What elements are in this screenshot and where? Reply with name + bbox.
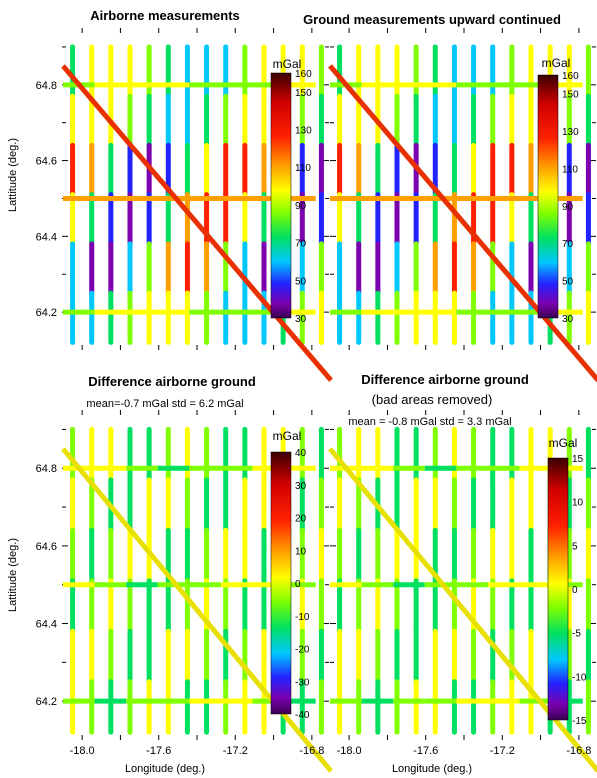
colorbar-tick-label: 30: [562, 314, 574, 325]
colorbar-tick-label: 0: [572, 585, 578, 596]
panel-title-difference: Difference airborne ground: [88, 374, 256, 389]
colorbar-unit-label: mGal: [542, 56, 571, 70]
colorbar-tick-label: 90: [562, 202, 574, 213]
colorbar-tick-label: 160: [295, 69, 312, 80]
colorbar-tick-label: 70: [295, 239, 307, 250]
x-axis-label-left: Longitude (deg.): [125, 763, 205, 775]
y-tick-label: 64.6: [36, 156, 57, 168]
colorbar-difference: mGal 40 30 20 10 0 -10 -20 -30 -40: [270, 429, 310, 721]
colorbar-gradient: [547, 457, 569, 721]
colorbar-tick-label: -30: [295, 677, 310, 688]
colorbar-gradient: [537, 74, 559, 319]
colorbar-tick-label: -10: [295, 612, 310, 623]
diagonal-flight-track: [61, 447, 333, 773]
panel-stats-difference-filtered: mean = -0.8 mGal std = 3.3 mGal: [348, 416, 511, 428]
y-tick-label: 64.2: [36, 696, 57, 708]
colorbar-tick-label: -5: [572, 629, 581, 640]
colorbar-gradient: [270, 72, 292, 319]
colorbar-tick-label: 150: [295, 88, 312, 99]
colorbar-tick-label: -15: [572, 716, 587, 727]
x-tick-label: -17.2: [490, 745, 515, 757]
colorbar-tick-label: 160: [562, 71, 579, 82]
colorbar-tick-label: 90: [295, 201, 307, 212]
colorbar-tick-label: 110: [295, 163, 311, 174]
colorbar-tick-label: 30: [295, 481, 307, 492]
x-tick-label: -18.0: [70, 745, 95, 757]
x-axis-label-right: Longitude (deg.): [392, 763, 472, 775]
colorbar-tick-label: 130: [562, 127, 579, 138]
y-tick-label: 64.4: [36, 231, 57, 243]
colorbar-difference-filtered: mGal 15 10 5 0 -5 -10 -15: [547, 436, 587, 727]
colorbar-tick-label: 50: [562, 277, 574, 288]
colorbar-tick-label: 10: [295, 546, 307, 557]
x-tick-label: -16.8: [299, 745, 324, 757]
panel-stats-difference: mean=-0.7 mGal std = 6.2 mGal: [86, 398, 243, 410]
colorbar-tick-label: 70: [562, 239, 574, 250]
colorbar-tick-label: 5: [572, 541, 578, 552]
colorbar-tick-label: 0: [295, 579, 301, 590]
colorbar-tick-label: -10: [572, 672, 587, 683]
colorbar-tick-label: 40: [295, 448, 307, 459]
y-tick-label: 64.4: [36, 619, 57, 631]
colorbar-tick-label: 30: [295, 314, 307, 325]
panel-title-airborne: Airborne measurements: [90, 8, 240, 23]
colorbar-unit-label: mGal: [549, 436, 578, 450]
plot-area-airborne: 64.8 64.6 64.4 64.2: [36, 28, 333, 382]
colorbar-tick-label: -20: [295, 645, 310, 656]
diagonal-flight-track: [328, 64, 597, 382]
colorbar-tick-label: -40: [295, 710, 310, 721]
y-tick-label: 64.8: [36, 463, 57, 475]
colorbar-tick-label: 150: [562, 90, 579, 101]
panel-subtitle-bad-areas-removed: (bad areas removed): [372, 392, 493, 407]
colorbar-tick-label: 20: [295, 514, 307, 525]
x-tick-label: -18.0: [337, 745, 362, 757]
colorbar-tick-label: 130: [295, 126, 312, 137]
y-tick-label: 64.8: [36, 80, 57, 92]
colorbar-tick-label: 110: [562, 164, 578, 175]
y-tick-label: 64.2: [36, 307, 57, 319]
colorbar-tick-label: 50: [295, 276, 307, 287]
colorbar-unit-label: mGal: [273, 429, 302, 443]
diagonal-flight-track: [61, 64, 333, 382]
y-axis-label-bottom: Lattitude (deg.): [7, 538, 19, 612]
colorbar-unit-label: mGal: [273, 57, 302, 71]
panel-title-difference-filtered: Difference airborne ground: [361, 372, 529, 387]
x-tick-label: -17.6: [413, 745, 438, 757]
colorbar-tick-label: 10: [572, 498, 584, 509]
y-tick-label: 64.6: [36, 541, 57, 553]
x-tick-label: -17.2: [223, 745, 248, 757]
colorbar-tick-label: 15: [572, 454, 584, 465]
colorbar-gradient: [270, 451, 292, 715]
x-tick-label: -17.6: [146, 745, 171, 757]
y-axis-label-top: Lattitude (deg.): [7, 138, 19, 212]
panel-title-ground: Ground measurements upward continued: [303, 12, 561, 27]
x-tick-label: -16.8: [566, 745, 591, 757]
